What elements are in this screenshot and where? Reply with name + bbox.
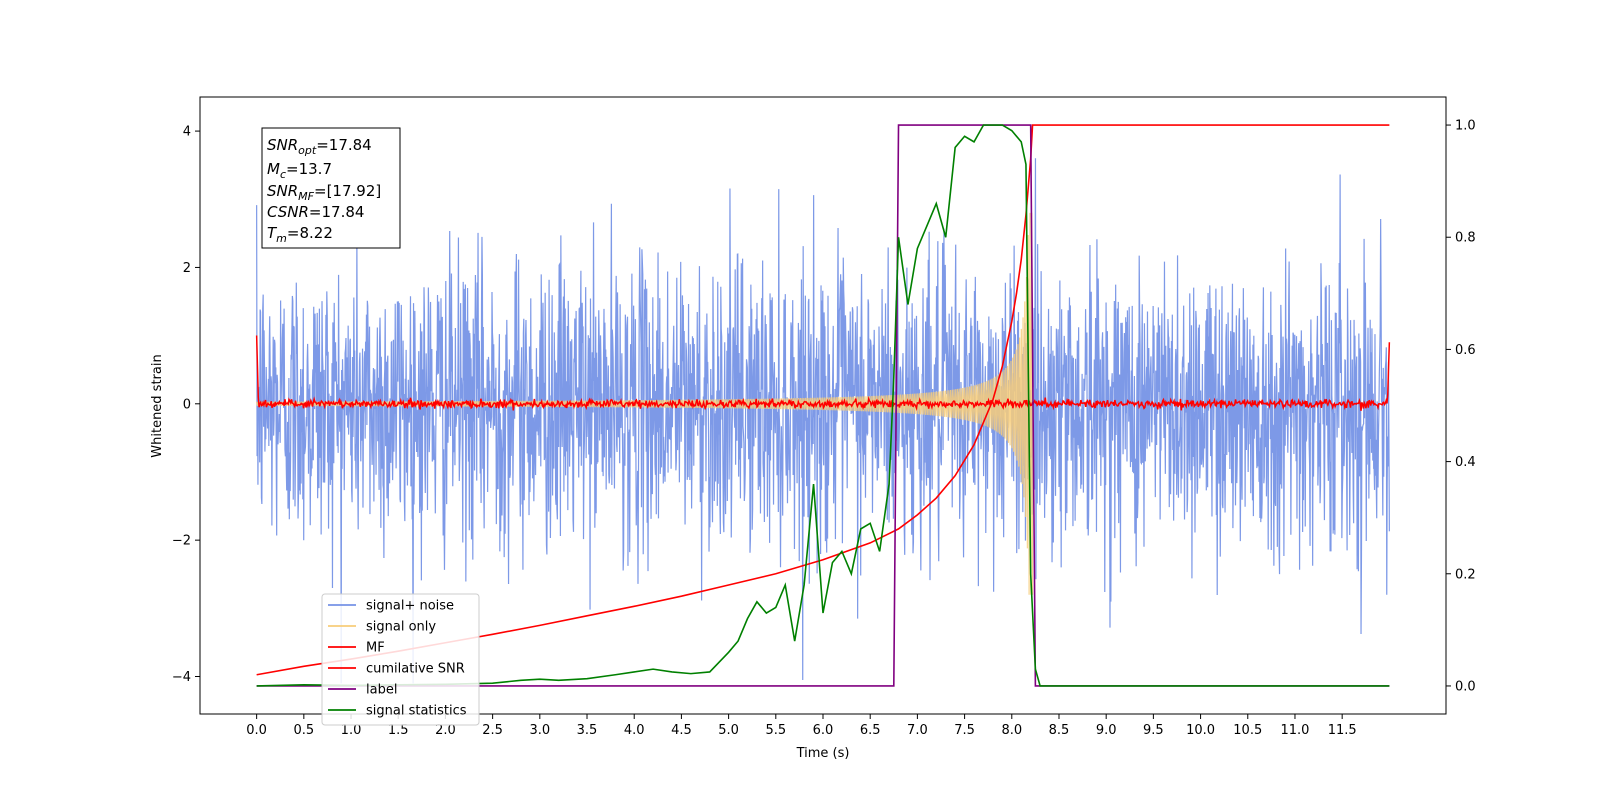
x-tick-label: 3.0 (529, 723, 550, 738)
mf-line (255, 335, 1391, 412)
x-tick-label: 8.0 (1001, 723, 1022, 738)
y2-tick-label: 0.6 (1455, 343, 1476, 358)
x-axis-title: Time (s) (796, 746, 850, 761)
x-tick-label: 5.0 (718, 723, 739, 738)
annotation-box: SNRopt=17.84 Mc=13.7 SNRMF=[17.92] CSNR=… (261, 127, 401, 249)
x-axis: 0.0 0.5 1.0 1.5 2.0 2.5 3.0 3.5 4.0 4.5 5.0 5.5 6.0 6… (246, 714, 1357, 738)
legend-frame (321, 593, 480, 726)
legend-label: signal+ noise (366, 599, 454, 614)
y-tick-label: −4 (172, 670, 191, 685)
x-tick-label: 7.5 (954, 723, 975, 738)
x-tick-label: 10.0 (1186, 723, 1215, 738)
y-axis-left: −4 −2 0 2 4 (172, 125, 200, 685)
x-tick-label: 9.5 (1143, 723, 1164, 738)
y-tick-label: 4 (183, 125, 191, 140)
y-axis-title: Whitened strain (150, 354, 165, 457)
x-tick-label: 7.0 (907, 723, 928, 738)
x-tick-label: 8.5 (1049, 723, 1070, 738)
x-tick-label: 0.5 (293, 723, 314, 738)
x-tick-label: 0.0 (246, 723, 267, 738)
legend-label: signal statistics (366, 704, 467, 719)
x-tick-label: 6.0 (813, 723, 834, 738)
annotation-snr-mf: SNRMF=[17.92] (267, 182, 381, 203)
legend: signal+ noise signal only MF cumilative SNR… (321, 593, 480, 726)
x-tick-label: 3.5 (577, 723, 598, 738)
annotation-snr-opt: SNRopt=17.84 (267, 136, 372, 157)
y2-tick-label: 0.8 (1455, 231, 1476, 246)
y-tick-label: 0 (183, 397, 191, 412)
y-tick-label: −2 (172, 534, 191, 549)
x-tick-label: 1.5 (388, 723, 409, 738)
series-signal-statistics (256, 124, 1390, 687)
y2-tick-label: 1.0 (1455, 119, 1476, 134)
series-mf (255, 335, 1391, 412)
annotation-frame (261, 127, 401, 249)
x-tick-label: 5.5 (765, 723, 786, 738)
signal-statistics-line (256, 124, 1390, 687)
legend-label: cumilative SNR (366, 662, 465, 677)
x-tick-label: 4.5 (671, 723, 692, 738)
y-tick-label: 2 (183, 261, 191, 276)
x-tick-label: 2.0 (435, 723, 456, 738)
x-tick-label: 11.0 (1280, 723, 1309, 738)
x-tick-label: 6.5 (860, 723, 881, 738)
x-tick-label: 1.0 (341, 723, 362, 738)
x-tick-label: 2.5 (482, 723, 503, 738)
x-tick-label: 10.5 (1233, 723, 1262, 738)
y2-tick-label: 0.4 (1455, 455, 1476, 470)
annotation-mc: Mc=13.7 (267, 160, 332, 181)
annotation-csnr: CSNR=17.84 (267, 203, 364, 221)
x-tick-label: 4.0 (624, 723, 645, 738)
annotation-tm: Tm=8.22 (267, 224, 333, 245)
y2-tick-label: 0.2 (1455, 567, 1476, 582)
legend-label: signal only (366, 620, 436, 635)
x-tick-label: 11.5 (1328, 723, 1357, 738)
y-axis-right: 0.0 0.2 0.4 0.6 0.8 1.0 (1446, 119, 1476, 694)
y2-tick-label: 0.0 (1455, 679, 1476, 694)
legend-label: label (366, 683, 397, 698)
x-tick-label: 9.0 (1096, 723, 1117, 738)
legend-label: MF (366, 641, 385, 656)
